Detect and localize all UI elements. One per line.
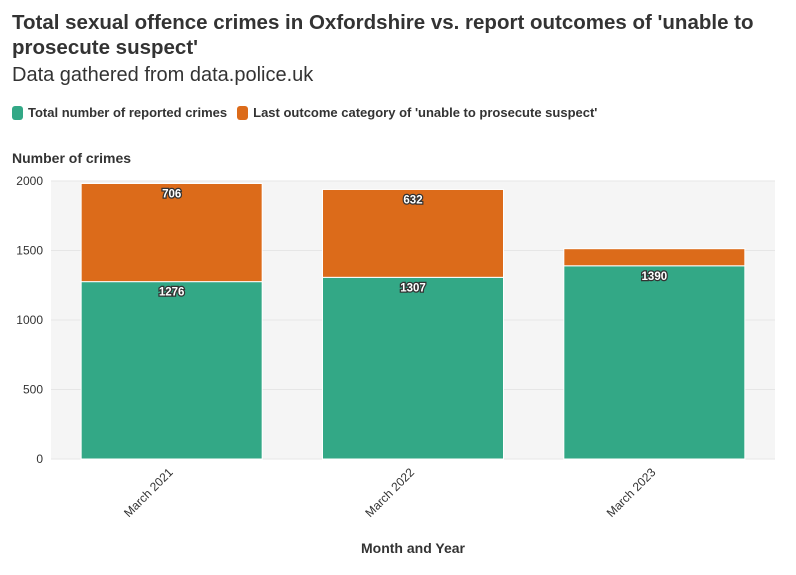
data-label: 1390 <box>642 271 668 283</box>
legend: Total number of reported crimes Last out… <box>12 105 597 120</box>
x-axis: March 2021 March 2022 March 2023 <box>121 465 659 520</box>
bar-segment[interactable] <box>322 276 504 460</box>
y-tick-label: 1000 <box>16 313 43 327</box>
chart-subtitle: Data gathered from data.police.uk <box>12 64 314 86</box>
data-label: 632 <box>403 194 422 206</box>
bar-segment[interactable] <box>563 248 746 267</box>
x-tick-label: March 2022 <box>362 465 417 520</box>
chart-title: Total sexual offence crimes in Oxfordshi… <box>12 11 754 59</box>
data-labels: 1276 706 1307 632 1390 <box>158 187 669 300</box>
x-axis-title: Month and Year <box>361 540 466 556</box>
y-axis-title: Number of crimes <box>12 150 132 166</box>
bar-segment[interactable] <box>80 281 263 460</box>
x-tick-label: March 2023 <box>604 465 659 520</box>
data-label: 706 <box>162 189 181 201</box>
x-tick-label: March 2021 <box>121 465 176 520</box>
y-tick-label: 1500 <box>16 244 43 258</box>
y-tick-label: 2000 <box>16 174 43 188</box>
legend-label-total: Total number of reported crimes <box>28 105 228 120</box>
legend-swatch-unable <box>237 105 249 120</box>
y-axis: 0 500 1000 1500 2000 <box>16 174 43 466</box>
bars <box>80 183 746 460</box>
y-tick-label: 500 <box>23 383 43 397</box>
legend-item-total[interactable]: Total number of reported crimes <box>12 105 227 120</box>
legend-item-unable[interactable]: Last outcome category of 'unable to pros… <box>237 105 597 120</box>
data-label: 1276 <box>159 287 185 299</box>
y-tick-label: 0 <box>36 452 43 466</box>
data-label: 1307 <box>400 282 426 294</box>
legend-swatch-total <box>12 105 23 120</box>
bar-segment[interactable] <box>322 188 504 278</box>
legend-label-unable: Last outcome category of 'unable to pros… <box>253 105 598 120</box>
bar-segment[interactable] <box>563 265 746 460</box>
bar-segment[interactable] <box>80 183 263 283</box>
